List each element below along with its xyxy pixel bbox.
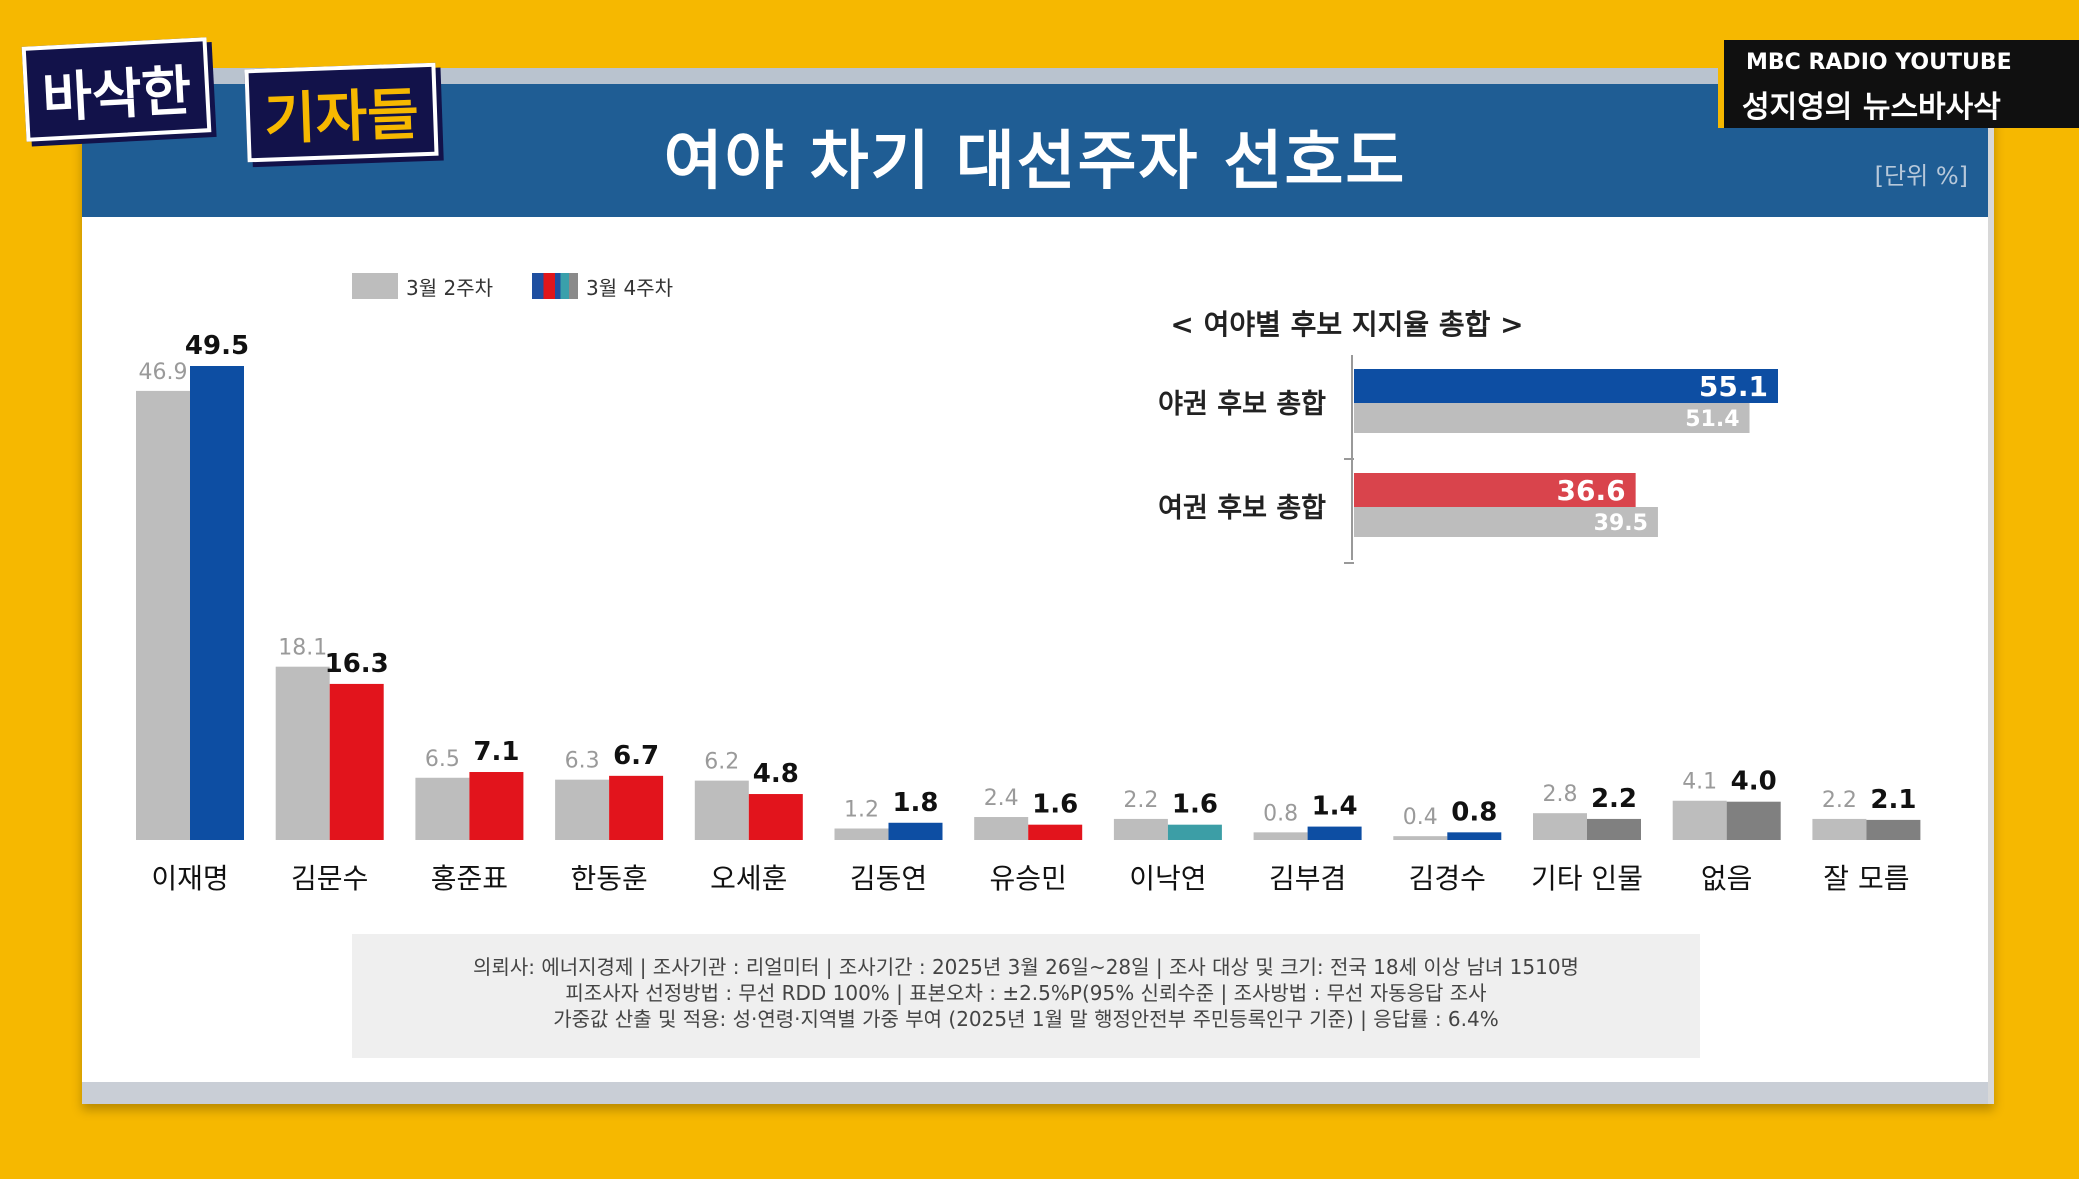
category-label-5: 김동연 bbox=[850, 862, 927, 895]
legend-label-week4: 3월 4주차 bbox=[586, 275, 674, 300]
bar-week2-4 bbox=[694, 780, 749, 840]
value-label-week2-5: 1.2 bbox=[844, 798, 879, 823]
value-label-week4-5: 1.8 bbox=[892, 788, 938, 818]
value-label-week4-2: 7.1 bbox=[473, 737, 519, 767]
chart-board bbox=[82, 72, 1988, 1092]
inset-value-week4-1: 36.6 bbox=[1557, 474, 1626, 507]
bar-week4-10 bbox=[1587, 818, 1641, 840]
bar-week2-0 bbox=[136, 390, 190, 840]
inset-bar-week2-0 bbox=[1354, 403, 1750, 433]
bar-week2-7 bbox=[1113, 818, 1168, 840]
inset-bar-chart: < 여야별 후보 지지율 총합 > 55.1 51.4 야권 후보 총합 36.6 39… bbox=[1158, 308, 1778, 564]
value-label-week2-10: 2.8 bbox=[1543, 782, 1578, 807]
bar-week2-8 bbox=[1253, 832, 1308, 840]
bar-week2-6 bbox=[974, 817, 1029, 840]
value-label-week4-4: 4.8 bbox=[753, 759, 799, 789]
value-label-week2-0: 46.9 bbox=[139, 360, 188, 385]
bar-week4-1 bbox=[329, 683, 384, 840]
bar-week2-5 bbox=[834, 828, 889, 840]
bar-week4-8 bbox=[1307, 826, 1362, 840]
legend-swatch-gray bbox=[352, 273, 398, 299]
category-label-11: 없음 bbox=[1701, 862, 1753, 895]
bar-week4-2 bbox=[469, 772, 524, 840]
value-label-week4-0: 49.5 bbox=[185, 331, 249, 361]
channel-badge: MBC RADIO YOUTUBE 성지영의 뉴스바사삭 bbox=[1718, 40, 2079, 128]
value-label-week2-12: 2.2 bbox=[1822, 788, 1857, 813]
bar-week2-12 bbox=[1812, 818, 1867, 840]
value-label-week2-2: 6.5 bbox=[425, 747, 460, 772]
bar-week4-4 bbox=[748, 794, 803, 840]
inset-value-week4-0: 55.1 bbox=[1699, 370, 1768, 403]
bar-week2-2 bbox=[415, 777, 470, 840]
footnote-line-2: 피조사자 선정방법 : 무선 RDD 100% | 표본오차 : ±2.5%P(… bbox=[565, 981, 1487, 1005]
value-label-week4-6: 1.6 bbox=[1032, 790, 1078, 820]
inset-bar-week4-1 bbox=[1354, 473, 1636, 507]
category-label-7: 이낙연 bbox=[1129, 862, 1206, 895]
value-label-week4-7: 1.6 bbox=[1172, 790, 1218, 820]
bar-week4-3 bbox=[609, 775, 664, 840]
inset-value-week2-1: 39.5 bbox=[1594, 511, 1648, 536]
value-label-week4-11: 4.0 bbox=[1731, 767, 1777, 797]
category-label-6: 유승민 bbox=[990, 862, 1067, 895]
inset-title: < 여야별 후보 지지율 총합 > bbox=[1170, 308, 1523, 341]
value-label-week4-12: 2.1 bbox=[1870, 785, 1916, 815]
category-label-2: 홍준표 bbox=[431, 862, 508, 895]
value-label-week2-1: 18.1 bbox=[278, 636, 327, 661]
unit-label: [단위 %] bbox=[1874, 162, 1968, 190]
value-label-week2-8: 0.8 bbox=[1263, 801, 1298, 826]
board-bottom-edge bbox=[82, 1082, 1988, 1104]
bar-week2-9 bbox=[1393, 836, 1448, 840]
category-label-4: 오세훈 bbox=[710, 862, 787, 895]
value-label-week4-9: 0.8 bbox=[1451, 797, 1497, 827]
value-label-week2-11: 4.1 bbox=[1682, 770, 1717, 795]
inset-category-label-0: 야권 후보 총합 bbox=[1158, 389, 1326, 420]
bar-week2-11 bbox=[1672, 800, 1727, 840]
category-label-1: 김문수 bbox=[291, 862, 368, 895]
inset-category-label-1: 여권 후보 총합 bbox=[1158, 493, 1326, 524]
bar-week2-10 bbox=[1533, 813, 1587, 840]
bar-week4-12 bbox=[1866, 819, 1921, 840]
value-label-week2-7: 2.2 bbox=[1123, 788, 1158, 813]
category-label-9: 김경수 bbox=[1409, 862, 1486, 895]
program-name: 성지영의 뉴스바사삭 bbox=[1742, 90, 2001, 125]
page-title: 여야 차기 대선주자 선호도 bbox=[663, 125, 1407, 199]
category-label-10: 기타 인물 bbox=[1531, 862, 1643, 895]
footnote-line-3: 가중값 산출 및 적용: 성·연령·지역별 가중 부여 (2025년 1월 말 … bbox=[553, 1007, 1499, 1031]
legend-swatch-multicolor bbox=[532, 273, 578, 299]
bar-week4-0 bbox=[190, 366, 244, 840]
value-label-week2-3: 6.3 bbox=[565, 749, 600, 774]
value-label-week2-6: 2.4 bbox=[984, 786, 1019, 811]
value-label-week2-4: 6.2 bbox=[704, 750, 739, 775]
bar-week4-11 bbox=[1726, 801, 1781, 840]
category-label-12: 잘 모름 bbox=[1823, 862, 1909, 895]
inset-value-week2-0: 51.4 bbox=[1685, 407, 1739, 432]
value-label-week2-9: 0.4 bbox=[1403, 805, 1438, 830]
bar-week2-3 bbox=[555, 779, 610, 840]
value-label-week4-10: 2.2 bbox=[1591, 784, 1637, 814]
bar-week2-1 bbox=[275, 666, 330, 840]
category-label-0: 이재명 bbox=[151, 862, 228, 895]
value-label-week4-8: 1.4 bbox=[1312, 792, 1358, 822]
footnote-line-1: 의뢰사: 에너지경제 | 조사기관 : 리얼미터 | 조사기간 : 2025년 … bbox=[473, 955, 1579, 979]
inset-bar-week2-1 bbox=[1354, 507, 1658, 537]
legend-label-week2: 3월 2주차 bbox=[406, 275, 494, 300]
channel-name: MBC RADIO YOUTUBE bbox=[1746, 50, 2012, 75]
bar-week4-7 bbox=[1167, 824, 1222, 840]
category-label-3: 한동훈 bbox=[570, 862, 647, 895]
main-bar-chart: 46.949.5 이재명 18.116.3 김문수 6.5 7.1 홍준표 6.3 6.7 한동훈… bbox=[136, 331, 1921, 895]
legend-item-week2: 3월 2주차 bbox=[352, 270, 493, 302]
bar-week4-6 bbox=[1028, 824, 1083, 840]
value-label-week4-1: 16.3 bbox=[325, 649, 389, 679]
bar-week4-5 bbox=[888, 822, 943, 840]
inset-bar-week4-0 bbox=[1354, 369, 1778, 403]
board-top-edge bbox=[82, 68, 1988, 84]
value-label-week4-3: 6.7 bbox=[613, 741, 659, 771]
survey-footnote: 의뢰사: 에너지경제 | 조사기관 : 리얼미터 | 조사기간 : 2025년 … bbox=[352, 934, 1700, 1058]
bar-week4-9 bbox=[1447, 832, 1502, 840]
legend-item-week4: 3월 4주차 bbox=[532, 270, 673, 302]
category-label-8: 김부겸 bbox=[1269, 862, 1346, 895]
